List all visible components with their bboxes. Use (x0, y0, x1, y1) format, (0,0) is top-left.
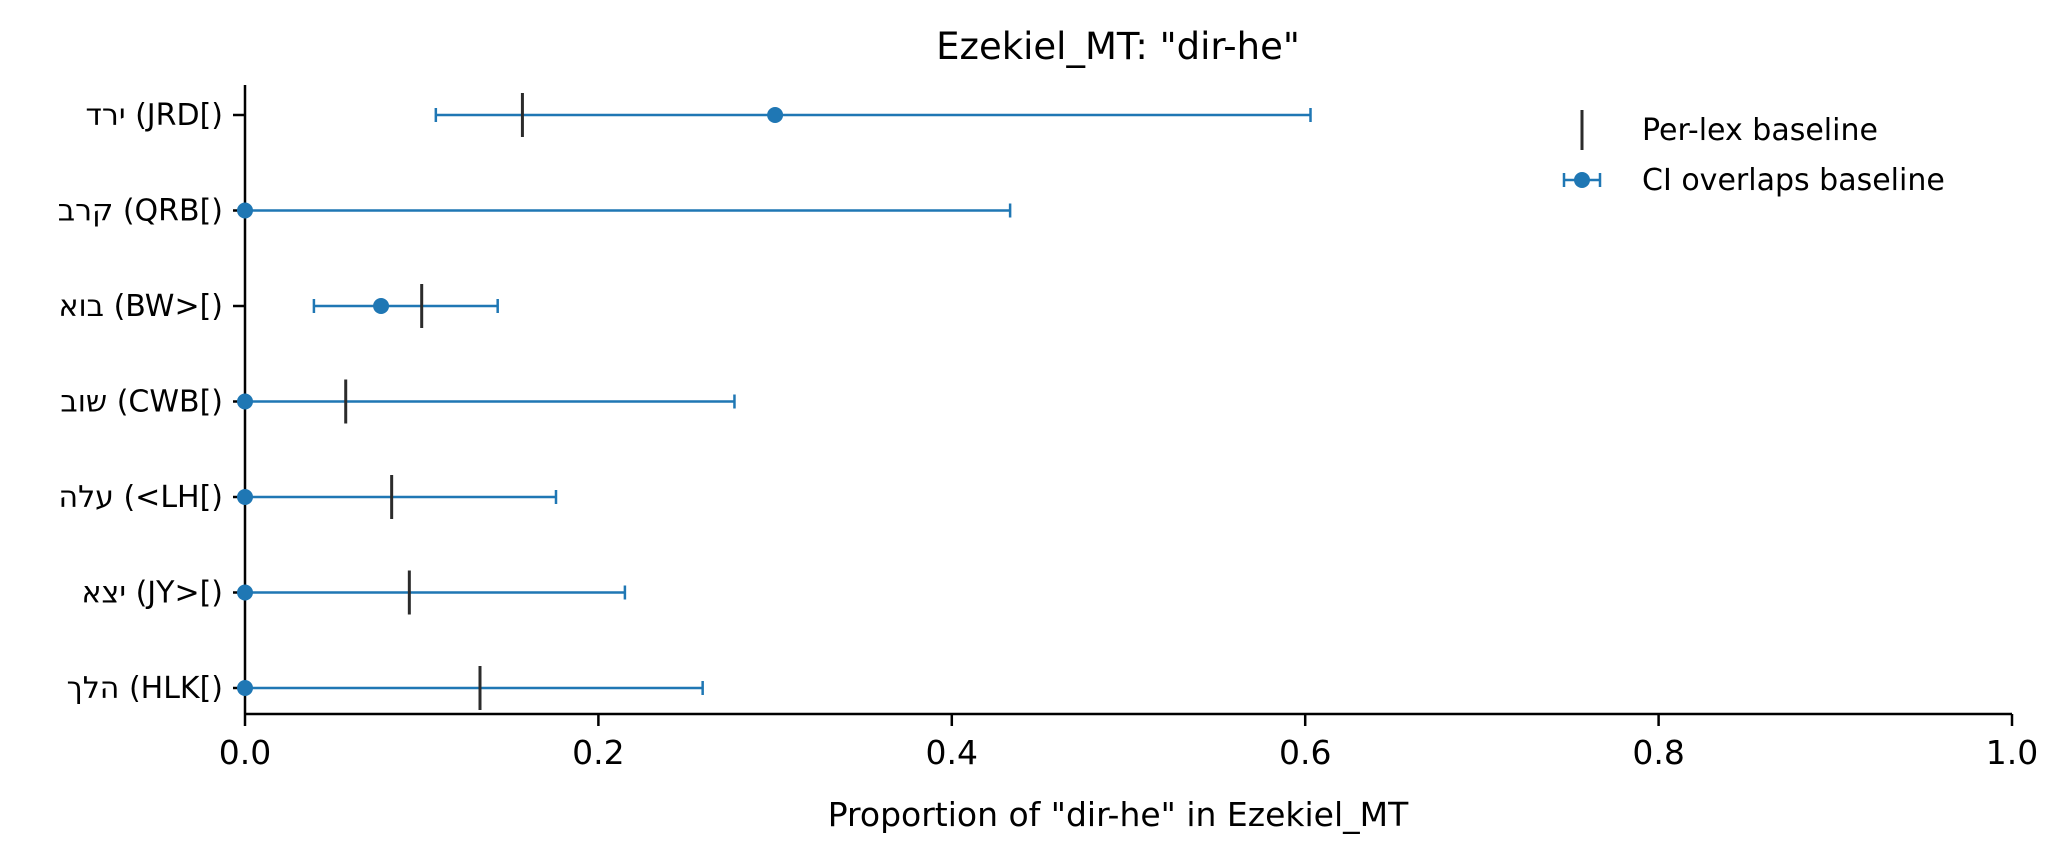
y-tick-label: יצא (JY>[) (81, 576, 223, 611)
x-tick-label: 0.6 (1279, 733, 1331, 772)
data-point (237, 680, 253, 696)
x-tick-label: 0.0 (219, 733, 271, 772)
y-tick-label: ירד (JRD[) (86, 98, 223, 133)
y-tick-label: שוב (CWB[) (60, 385, 223, 420)
x-axis-label: Proportion of "dir-he" in Ezekiel_MT (828, 795, 1409, 834)
data-point (237, 202, 253, 219)
y-tick-label: הלך (HLK[) (67, 671, 223, 706)
legend-point (1574, 172, 1590, 188)
x-tick-label: 0.2 (572, 733, 624, 772)
legend: Per-lex baseline CI overlaps baseline (1562, 110, 1945, 198)
chart-title: Ezekiel_MT: "dir-he" (936, 25, 1300, 68)
x-tick-label: 0.8 (1632, 733, 1684, 772)
data-point (767, 107, 784, 123)
x-tick-label: 0.4 (926, 733, 978, 772)
legend-label: Per-lex baseline (1642, 113, 1878, 148)
legend-label: CI overlaps baseline (1642, 163, 1945, 198)
data-point (237, 584, 253, 601)
x-tick-label: 1.0 (1986, 733, 2038, 772)
y-tick-label: קרב (QRB[) (58, 194, 223, 229)
data-point (237, 489, 253, 505)
y-tick-label: בוא (BW>[) (58, 289, 223, 324)
data-point (237, 393, 253, 410)
plot-area: 0.0 0.2 0.4 0.6 0.8 1.0 ירד (JRD[) קרב (QRB[) בו… (58, 85, 2038, 772)
y-tick-label: עלה (<LH[) (59, 480, 224, 515)
data-point (373, 298, 390, 314)
